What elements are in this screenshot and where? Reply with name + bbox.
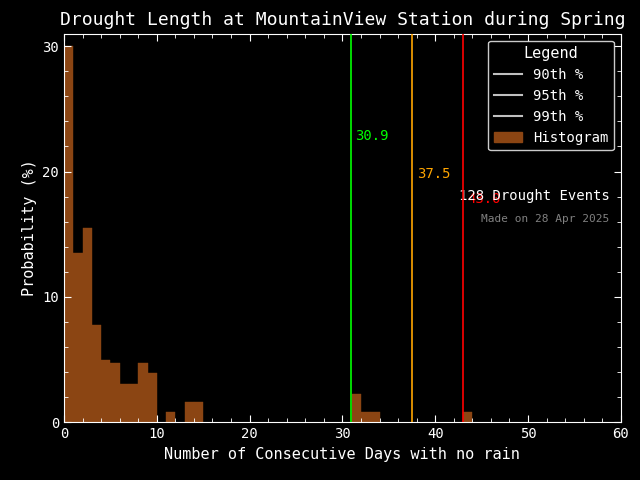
Bar xyxy=(129,384,138,422)
Bar xyxy=(111,363,120,422)
Bar xyxy=(138,363,148,422)
Text: 37.5: 37.5 xyxy=(417,167,450,181)
Bar xyxy=(83,228,92,422)
Legend: 90th %, 95th %, 99th %, Histogram: 90th %, 95th %, 99th %, Histogram xyxy=(488,40,614,150)
Bar xyxy=(194,402,204,422)
Text: 30.9: 30.9 xyxy=(355,129,389,143)
Bar xyxy=(184,402,194,422)
Bar xyxy=(64,46,73,422)
Bar xyxy=(73,253,83,422)
Bar xyxy=(166,412,175,422)
Bar xyxy=(101,360,111,422)
Bar xyxy=(463,412,472,422)
Bar xyxy=(352,394,361,422)
Y-axis label: Probability (%): Probability (%) xyxy=(22,159,37,297)
Bar xyxy=(361,412,370,422)
Text: 43.0: 43.0 xyxy=(468,192,501,206)
X-axis label: Number of Consecutive Days with no rain: Number of Consecutive Days with no rain xyxy=(164,447,520,462)
Bar xyxy=(370,412,380,422)
Bar xyxy=(120,384,129,422)
Text: 128 Drought Events: 128 Drought Events xyxy=(459,189,610,203)
Bar xyxy=(147,373,157,422)
Bar xyxy=(92,324,101,422)
Title: Drought Length at MountainView Station during Spring: Drought Length at MountainView Station d… xyxy=(60,11,625,29)
Text: Made on 28 Apr 2025: Made on 28 Apr 2025 xyxy=(481,215,610,224)
